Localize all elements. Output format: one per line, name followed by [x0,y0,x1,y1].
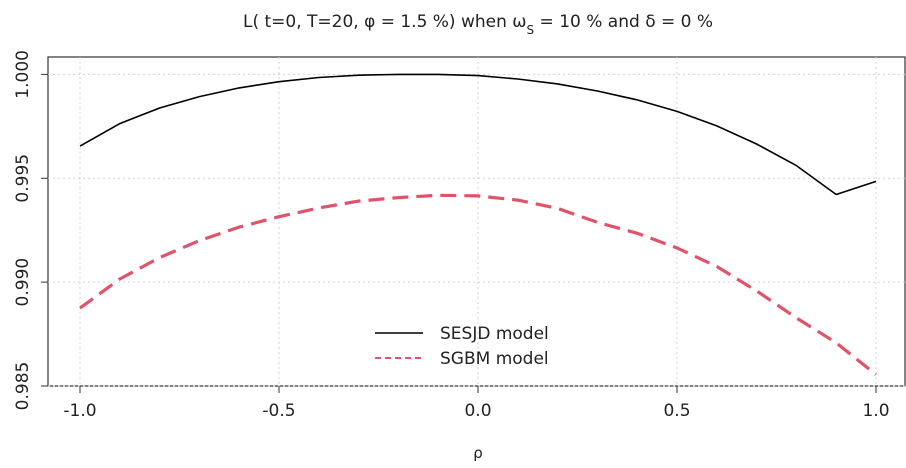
y-tick-label-0: 0.985 [13,362,33,411]
x-tick-label-4: 1.0 [862,401,889,421]
x-tick-label-0: -1.0 [63,401,96,421]
x-axis-ticks: -1.0 -0.5 0.0 0.5 1.0 [63,386,890,421]
legend-label-1: SGBM model [440,349,549,369]
y-tick-label-2: 0.995 [13,154,33,203]
plot-frame [47,56,906,387]
x-tick-label-3: 0.5 [663,401,690,421]
series-lines [79,73,877,376]
y-axis-ticks: 0.985 0.990 0.995 1.000 [13,50,48,410]
legend-label-0: SESJD model [440,324,549,344]
series-line-sesjd [79,73,877,196]
legend: SESJD model SGBM model [375,324,549,369]
title-main: L( t=0, T=20, φ = 1.5 %) when ω [243,12,527,32]
y-tick-label-3: 1.000 [13,50,33,99]
title-suffix: = 10 % and δ = 0 % [534,12,713,32]
title-subscript: S [527,23,535,37]
x-tick-label-2: 0.0 [464,401,491,421]
series-line-sgbm [79,193,877,376]
x-axis-label: ρ [473,444,483,462]
chart-title: L( t=0, T=20, φ = 1.5 %) when ωS = 10 % … [243,12,713,37]
x-tick-label-1: -0.5 [262,401,295,421]
y-tick-label-1: 0.990 [13,258,33,307]
